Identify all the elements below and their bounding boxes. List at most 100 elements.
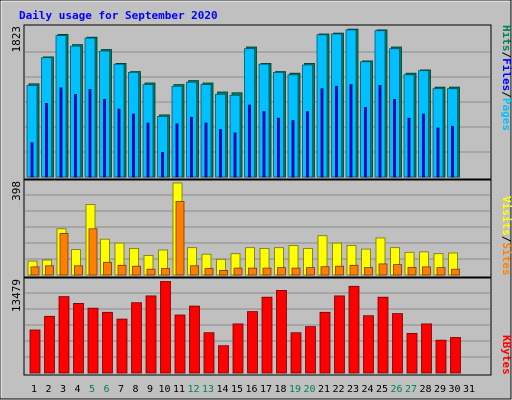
panel3-max-label: 13479 bbox=[10, 279, 23, 312]
sites-bar bbox=[407, 266, 417, 276]
files-bar bbox=[175, 123, 179, 178]
legend-separator: / bbox=[500, 91, 512, 98]
x-tick-label: 27 bbox=[405, 384, 417, 395]
x-tick-label: 2 bbox=[45, 384, 51, 395]
svg-text:Visits/Sites: Visits/Sites bbox=[500, 196, 512, 276]
files-bar bbox=[378, 85, 382, 178]
x-tick-label: 22 bbox=[332, 384, 344, 395]
sites-bar bbox=[219, 269, 228, 276]
files-bar bbox=[190, 116, 193, 178]
sites-bar bbox=[161, 268, 170, 276]
files-bar bbox=[349, 84, 353, 178]
x-tick-label: 12 bbox=[187, 384, 199, 395]
x-axis-day-labels: 1 2 3 4 5 6 7 8 9 10 11 12 13 14 15 16 17 18 19 20 21 22 23 24 2… bbox=[31, 384, 475, 395]
panel-hits-files-pages-marks bbox=[25, 28, 490, 178]
panel-kbytes-marks bbox=[25, 281, 490, 374]
files-bar bbox=[291, 120, 295, 178]
files-bar bbox=[161, 152, 164, 178]
panel2-max-label: 398 bbox=[10, 181, 23, 201]
x-tick-label: 3 bbox=[60, 384, 66, 395]
kbytes-bar bbox=[232, 323, 244, 374]
x-tick-label: 26 bbox=[390, 384, 402, 395]
x-tick-label: 30 bbox=[448, 384, 460, 395]
svg-text:KBytes: KBytes bbox=[500, 335, 512, 375]
files-bar bbox=[233, 132, 237, 178]
files-bar bbox=[422, 113, 425, 178]
kbytes-bar bbox=[290, 332, 302, 374]
x-tick-label: 8 bbox=[132, 384, 138, 395]
files-bar bbox=[146, 122, 150, 178]
panel2-legend: Visits/Sites bbox=[500, 196, 512, 276]
sites-bar bbox=[132, 265, 141, 276]
sites-bar bbox=[436, 267, 446, 276]
x-tick-label: 25 bbox=[376, 384, 388, 395]
sites-bar bbox=[262, 267, 272, 276]
kbytes-bar bbox=[131, 302, 142, 374]
x-tick-label: 24 bbox=[361, 384, 373, 395]
kbytes-bar bbox=[276, 289, 287, 374]
sites-bar bbox=[190, 265, 199, 276]
sites-bar bbox=[335, 265, 344, 276]
x-tick-label: 28 bbox=[419, 384, 431, 395]
kbytes-bar bbox=[145, 295, 157, 374]
panel1-max-label: 1823 bbox=[10, 26, 23, 53]
sites-bar bbox=[59, 232, 69, 276]
kbytes-bar bbox=[87, 307, 99, 374]
chart-title: Daily usage for September 2020 bbox=[19, 9, 218, 22]
legend-kbytes: KBytes bbox=[500, 335, 512, 375]
kbytes-bar bbox=[334, 295, 345, 374]
legend-separator: / bbox=[500, 52, 512, 59]
legend-pages: Pages bbox=[500, 98, 512, 131]
files-bar bbox=[393, 99, 396, 178]
svg-text:Hits/Files/Pages: Hits/Files/Pages bbox=[500, 25, 512, 131]
kbytes-bar bbox=[174, 314, 186, 374]
kbytes-bar bbox=[450, 337, 461, 374]
files-bar bbox=[335, 85, 338, 178]
files-bar bbox=[262, 111, 266, 178]
x-tick-label: 13 bbox=[202, 384, 214, 395]
sites-bar bbox=[30, 266, 40, 276]
x-tick-label: 1 bbox=[31, 384, 37, 395]
sites-bar bbox=[378, 263, 388, 276]
legend-sites: Sites bbox=[500, 242, 512, 275]
files-bar bbox=[407, 117, 411, 178]
x-tick-label: 9 bbox=[147, 384, 153, 395]
kbytes-bar bbox=[377, 296, 389, 374]
kbytes-bar bbox=[218, 345, 229, 374]
files-bar bbox=[364, 107, 367, 178]
legend-separator: / bbox=[500, 236, 512, 243]
kbytes-bar bbox=[29, 329, 41, 374]
x-tick-label: 6 bbox=[103, 384, 109, 395]
x-tick-label: 7 bbox=[118, 384, 124, 395]
files-bar bbox=[74, 94, 77, 178]
x-tick-label: 20 bbox=[303, 384, 315, 395]
kbytes-bar bbox=[261, 296, 273, 374]
sites-bar bbox=[74, 265, 83, 276]
sites-bar bbox=[175, 201, 185, 276]
x-tick-label: 14 bbox=[216, 384, 228, 395]
legend-visits: Visits bbox=[500, 196, 512, 236]
files-bar bbox=[45, 103, 48, 178]
panel-visits-sites-marks bbox=[25, 182, 490, 276]
files-bar bbox=[117, 108, 121, 178]
x-tick-label: 17 bbox=[260, 384, 272, 395]
kbytes-bar bbox=[319, 311, 331, 374]
kbytes-bar bbox=[73, 302, 84, 374]
sites-bar bbox=[364, 267, 373, 276]
sites-bar bbox=[349, 264, 359, 276]
sites-bar bbox=[248, 267, 257, 276]
kbytes-bar bbox=[392, 313, 403, 374]
kbytes-bar bbox=[102, 311, 113, 374]
sites-bar bbox=[422, 266, 431, 276]
x-tick-label: 11 bbox=[173, 384, 185, 395]
kbytes-bar bbox=[203, 332, 215, 374]
x-tick-label: 15 bbox=[231, 384, 243, 395]
kbytes-bar bbox=[160, 281, 171, 374]
legend-hits: Hits bbox=[500, 25, 512, 52]
sites-bar bbox=[277, 267, 286, 276]
files-bar bbox=[30, 142, 34, 178]
files-bar bbox=[306, 111, 309, 178]
kbytes-bar bbox=[189, 305, 200, 374]
sites-bar bbox=[117, 264, 127, 276]
sites-bar bbox=[320, 266, 330, 276]
